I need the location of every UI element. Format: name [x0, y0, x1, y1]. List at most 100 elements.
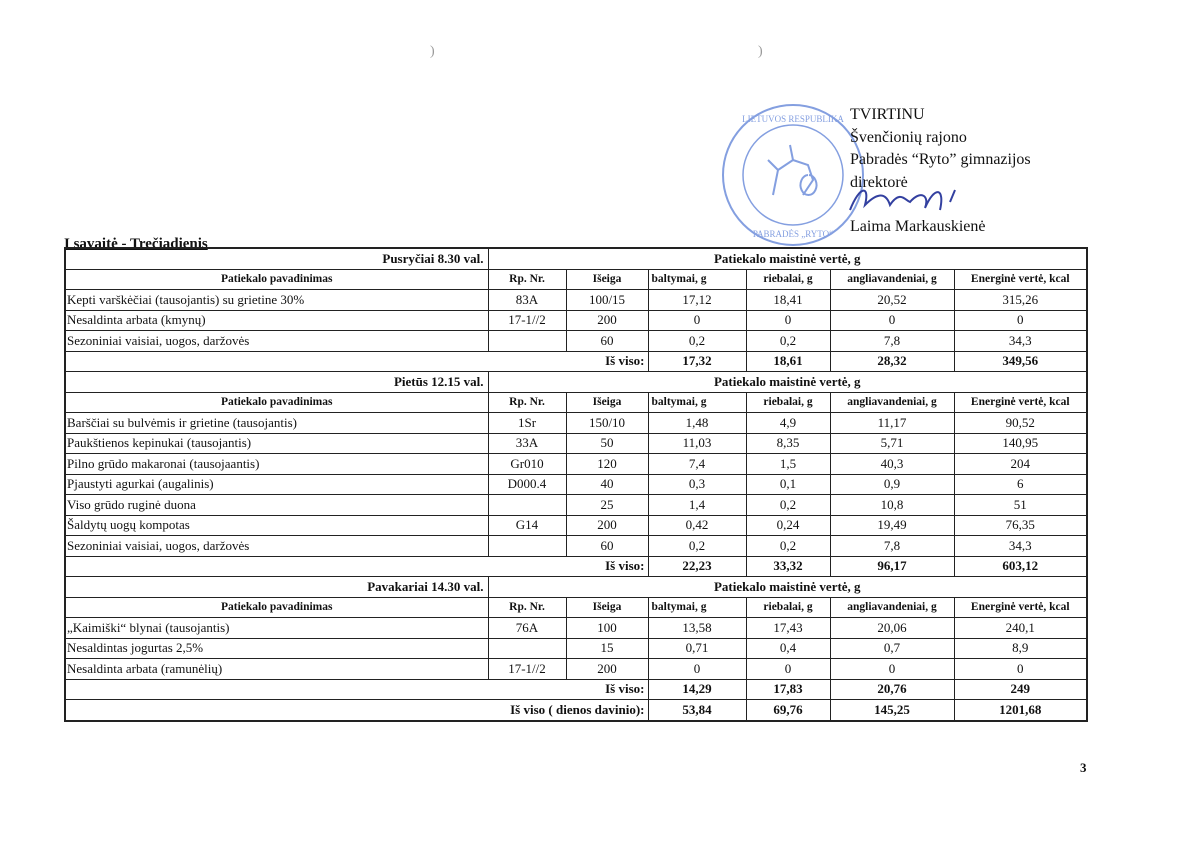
dish-protein: 0,2 — [647, 535, 747, 557]
dish-yield: 100 — [565, 617, 649, 639]
svg-text:LIETUVOS RESPUBLIKA: LIETUVOS RESPUBLIKA — [742, 114, 844, 124]
dish-yield: 200 — [565, 309, 649, 331]
dish-row: Nesaldinta arbata (kmynų) 17-1//2 200 0 0 0 0 — [64, 309, 1088, 331]
approval-line: TVIRTINU — [850, 106, 925, 123]
dish-carbs: 20,06 — [829, 617, 955, 639]
section-total-row: Iš viso: 17,32 18,61 28,32 349,56 — [64, 350, 1088, 372]
column-header-rp: Rp. Nr. — [487, 391, 567, 413]
dish-row: Paukštienos kepinukai (tausojantis) 33A 50… — [64, 432, 1088, 454]
dish-yield: 100/15 — [565, 289, 649, 311]
approval-line: Švenčionių rajono — [850, 128, 967, 146]
dish-protein: 17,12 — [647, 289, 747, 311]
approval-line: direktorė — [850, 173, 908, 191]
column-header-rp: Rp. Nr. — [487, 596, 567, 618]
dish-protein: 7,4 — [647, 453, 747, 475]
dish-fat: 0,2 — [745, 494, 831, 516]
dish-rp: Gr010 — [487, 453, 567, 475]
official-stamp-icon: LIETUVOS RESPUBLIKA PABRADĖS „RYTO“ — [722, 104, 864, 246]
column-header-carbs: angliavandeniai, g — [829, 391, 955, 413]
total-fat: 33,32 — [745, 555, 831, 577]
dish-row: Nesaldinta arbata (ramunėlių) 17-1//2 200 0… — [64, 658, 1088, 680]
dish-name: Barščiai su bulvėmis ir grietine (tausoj… — [64, 412, 489, 434]
dish-carbs: 7,8 — [829, 330, 955, 352]
dish-row: Viso grūdo ruginė duona 25 1,4 0,2 10,8 51 — [64, 494, 1088, 516]
dish-energy: 240,1 — [953, 617, 1088, 639]
dish-name: Nesaldintas jogurtas 2,5% — [64, 637, 489, 659]
svg-text:PABRADĖS „RYTO“: PABRADĖS „RYTO“ — [753, 229, 833, 239]
nutrition-header: Patiekalo maistinė vertė, g — [487, 576, 1088, 598]
dish-row: Šaldytų uogų kompotas G14 200 0,42 0,24 19,49… — [64, 514, 1088, 536]
dish-carbs: 7,8 — [829, 535, 955, 557]
page-number: 3 — [1080, 760, 1087, 775]
total-fat: 18,61 — [745, 350, 831, 372]
section-total-row: Iš viso: 14,29 17,83 20,76 249 — [64, 678, 1088, 700]
dish-row: Sezoniniai vaisiai, uogos, daržovės 60 0,2… — [64, 535, 1088, 557]
dish-carbs: 0 — [829, 658, 955, 680]
meal-title: Pavakariai 14.30 val. — [64, 576, 489, 598]
dish-name: Sezoniniai vaisiai, uogos, daržovės — [64, 535, 489, 557]
dish-rp: G14 — [487, 514, 567, 536]
dish-name: Nesaldinta arbata (ramunėlių) — [64, 658, 489, 680]
total-label: Iš viso: — [64, 678, 649, 700]
dish-name: Viso grūdo ruginė duona — [64, 494, 489, 516]
dish-protein: 11,03 — [647, 432, 747, 454]
dish-name: Paukštienos kepinukai (tausojantis) — [64, 432, 489, 454]
dish-rp: 83A — [487, 289, 567, 311]
dish-carbs: 40,3 — [829, 453, 955, 475]
total-protein: 22,23 — [647, 555, 747, 577]
dish-energy: 204 — [953, 453, 1088, 475]
column-header-protein: baltymai, g — [647, 391, 747, 413]
dish-fat: 18,41 — [745, 289, 831, 311]
dish-yield: 25 — [565, 494, 649, 516]
dish-fat: 0,24 — [745, 514, 831, 536]
dish-yield: 150/10 — [565, 412, 649, 434]
daily-total-carbs: 145,25 — [829, 699, 955, 721]
column-header-fat: riebalai, g — [745, 391, 831, 413]
dish-fat: 1,5 — [745, 453, 831, 475]
section-total-row: Iš viso: 22,23 33,32 96,17 603,12 — [64, 555, 1088, 577]
total-energy: 249 — [953, 678, 1088, 700]
dish-fat: 8,35 — [745, 432, 831, 454]
daily-total-row: Iš viso ( dienos davinio): 53,84 69,76 145,… — [64, 699, 1088, 721]
dish-fat: 0 — [745, 658, 831, 680]
dish-carbs: 11,17 — [829, 412, 955, 434]
daily-total-protein: 53,84 — [647, 699, 747, 721]
approval-block: TVIRTINU Švenčionių rajono Pabradės “Ryt… — [850, 104, 1031, 239]
dish-protein: 1,4 — [647, 494, 747, 516]
dish-rp: 33A — [487, 432, 567, 454]
dish-carbs: 19,49 — [829, 514, 955, 536]
approval-line: Pabradės “Ryto” gimnazijos — [850, 151, 1031, 168]
dish-rp: D000.4 — [487, 473, 567, 495]
dish-energy: 6 — [953, 473, 1088, 495]
daily-total-energy: 1201,68 — [953, 699, 1088, 721]
dish-protein: 1,48 — [647, 412, 747, 434]
column-header-fat: riebalai, g — [745, 596, 831, 618]
dish-protein: 13,58 — [647, 617, 747, 639]
dish-yield: 40 — [565, 473, 649, 495]
dish-energy: 8,9 — [953, 637, 1088, 659]
dish-fat: 0,1 — [745, 473, 831, 495]
column-header-row: Patiekalo pavadinimas Rp. Nr. Išeiga baltym… — [64, 391, 1088, 413]
column-header-protein: baltymai, g — [647, 268, 747, 290]
dish-carbs: 10,8 — [829, 494, 955, 516]
dish-energy: 0 — [953, 658, 1088, 680]
dish-yield: 60 — [565, 330, 649, 352]
dish-yield: 120 — [565, 453, 649, 475]
dish-name: Pjaustyti agurkai (augalinis) — [64, 473, 489, 495]
meal-section-header: Pusryčiai 8.30 val. Patiekalo maistinė ve… — [64, 247, 1088, 270]
dish-name: Sezoniniai vaisiai, uogos, daržovės — [64, 330, 489, 352]
dish-name: Nesaldinta arbata (kmynų) — [64, 309, 489, 331]
dish-name: Pilno grūdo makaronai (tausojaantis) — [64, 453, 489, 475]
dish-rp — [487, 330, 567, 352]
column-header-name: Patiekalo pavadinimas — [64, 596, 489, 618]
nutrition-header: Patiekalo maistinė vertė, g — [487, 247, 1088, 270]
dish-energy: 90,52 — [953, 412, 1088, 434]
column-header-carbs: angliavandeniai, g — [829, 268, 955, 290]
meal-title: Pusryčiai 8.30 val. — [64, 247, 489, 270]
dish-carbs: 0,7 — [829, 637, 955, 659]
dish-yield: 60 — [565, 535, 649, 557]
column-header-energy: Energinė vertė, kcal — [953, 596, 1088, 618]
dish-carbs: 20,52 — [829, 289, 955, 311]
dish-protein: 0 — [647, 309, 747, 331]
dish-row: Pilno grūdo makaronai (tausojaantis) Gr01… — [64, 453, 1088, 475]
